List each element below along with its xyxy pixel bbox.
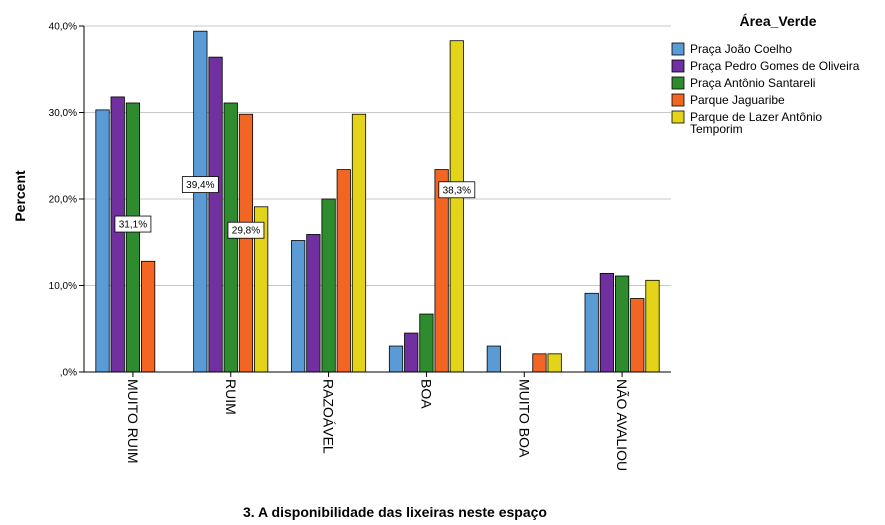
x-category-label: MUITO RUIM bbox=[125, 379, 141, 464]
legend-swatch bbox=[671, 59, 685, 73]
bar-3-4 bbox=[449, 40, 464, 373]
bar-5-3 bbox=[630, 298, 645, 373]
legend-item: Parque de Lazer Antônio Temporim bbox=[671, 110, 822, 136]
bar-0-3 bbox=[141, 260, 156, 373]
bar-1-0 bbox=[193, 30, 208, 373]
data-label-text: 39,4% bbox=[186, 180, 214, 191]
axes bbox=[83, 26, 671, 373]
bar-5-2 bbox=[614, 275, 630, 373]
bar-3-1 bbox=[404, 332, 419, 373]
bar-1-1 bbox=[208, 56, 223, 373]
bar-3-3 bbox=[434, 169, 449, 373]
data-label: 38,3% bbox=[438, 181, 476, 199]
x-axis-label: 3. A disponibilidade das lixeiras neste … bbox=[243, 504, 547, 520]
legend-label: Parque Jaguaribe bbox=[690, 93, 785, 107]
legend: Área_Verde Praça João Coelho Praça Pedro … bbox=[671, 13, 860, 136]
y-tick-label: 40,0% bbox=[49, 22, 77, 33]
bar-2-0 bbox=[291, 240, 306, 373]
data-labels: 31,1% 39,4% 29,8% 38,3% bbox=[114, 176, 476, 239]
data-label: 39,4% bbox=[181, 176, 219, 193]
legend-label: Praça João Coelho bbox=[690, 42, 792, 56]
bar-4-3 bbox=[532, 353, 547, 373]
y-tick-label: 30,0% bbox=[49, 108, 77, 119]
y-tick-label: ,0% bbox=[60, 368, 77, 379]
legend-swatch bbox=[671, 110, 685, 124]
legend-item: Praça Pedro Gomes de Oliveira bbox=[671, 59, 860, 73]
bar-0-2 bbox=[125, 102, 141, 373]
bar-2-4 bbox=[351, 113, 367, 373]
legend-item: Praça Antônio Santareli bbox=[671, 76, 815, 90]
legend-item: Parque Jaguaribe bbox=[671, 93, 785, 107]
x-category-label: NÃO AVALIOU bbox=[614, 379, 630, 471]
data-label-box bbox=[181, 176, 219, 193]
bar-1-3 bbox=[238, 113, 254, 373]
x-axis-categories: MUITO RUIM RUIM RAZOÁVEL BOA MUITO BOA NÃO AV… bbox=[125, 372, 630, 471]
data-label: 31,1% bbox=[114, 215, 152, 233]
data-label-box bbox=[114, 215, 152, 233]
data-label-box bbox=[227, 221, 265, 239]
x-category-label: BOA bbox=[418, 379, 434, 409]
y-axis-ticks: ,0% 10,0% 20,0% 30,0% 40,0% bbox=[49, 22, 84, 379]
x-category-label: RAZOÁVEL bbox=[321, 379, 337, 454]
bar-2-3 bbox=[336, 169, 351, 373]
bar-2-1 bbox=[306, 234, 321, 373]
legend-label: Praça Pedro Gomes de Oliveira bbox=[690, 59, 860, 73]
data-label-box bbox=[438, 181, 476, 199]
y-tick-label: 10,0% bbox=[49, 281, 77, 292]
bar-5-1 bbox=[599, 272, 614, 373]
bar-3-0 bbox=[388, 345, 404, 373]
legend-label: Parque de Lazer Antônio Temporim bbox=[690, 110, 822, 136]
x-category-label: RUIM bbox=[223, 379, 239, 415]
legend-title: Área_Verde bbox=[739, 13, 816, 29]
bar-0-0 bbox=[95, 109, 110, 373]
bar-4-0 bbox=[486, 345, 501, 373]
data-label-text: 31,1% bbox=[119, 220, 147, 231]
legend-item: Praça João Coelho bbox=[671, 42, 792, 56]
data-label-text: 29,8% bbox=[232, 226, 260, 237]
bar-4-4 bbox=[547, 353, 562, 373]
bar-3-2 bbox=[419, 313, 434, 373]
x-category-label: MUITO BOA bbox=[516, 379, 532, 458]
bar-5-0 bbox=[584, 292, 599, 373]
legend-swatch bbox=[671, 93, 685, 107]
bar-5-4 bbox=[645, 279, 660, 373]
bars bbox=[95, 30, 660, 373]
gridlines bbox=[84, 25, 671, 286]
bar-0-1 bbox=[110, 96, 125, 373]
y-axis-label: Percent bbox=[12, 170, 28, 222]
legend-swatch bbox=[671, 42, 685, 56]
data-label: 29,8% bbox=[227, 221, 265, 239]
y-tick-label: 20,0% bbox=[49, 195, 77, 206]
legend-swatch bbox=[671, 76, 685, 90]
bar-2-2 bbox=[321, 198, 336, 373]
legend-label: Praça Antônio Santareli bbox=[690, 76, 815, 90]
data-label-text: 38,3% bbox=[443, 185, 471, 196]
